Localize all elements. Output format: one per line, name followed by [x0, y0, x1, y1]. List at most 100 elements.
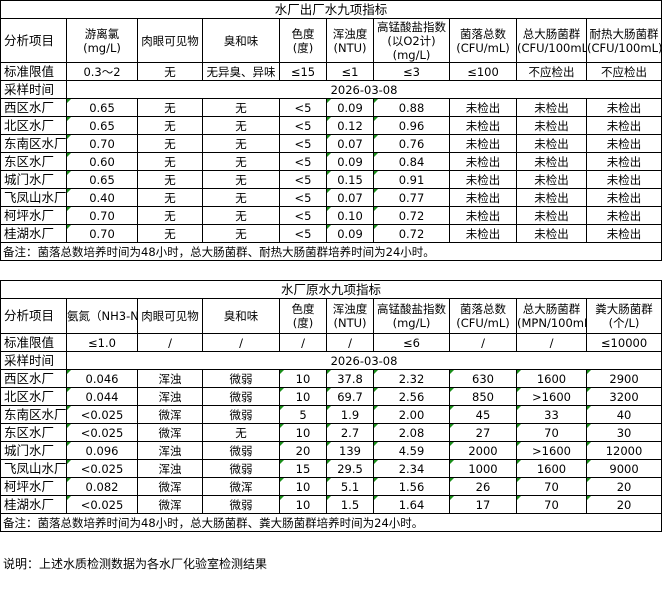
data-cell: 29.5: [326, 459, 374, 478]
column-header: 肉眼可见物: [137, 298, 203, 334]
data-cell: 0.70: [66, 134, 138, 153]
plant-name: 东南区水厂: [0, 405, 67, 424]
plant-name: 北区水厂: [0, 387, 67, 406]
data-cell: 630: [449, 369, 517, 388]
table-title: 水厂出厂水九项指标: [0, 0, 663, 19]
data-cell: 0.07: [326, 134, 374, 153]
sample-time-label: 采样时间: [0, 351, 67, 370]
data-cell: 69.7: [326, 387, 374, 406]
data-cell: 2.08: [373, 423, 450, 442]
data-cell: 无: [137, 170, 203, 189]
standard-cell: /: [449, 333, 517, 352]
data-cell: 0.96: [373, 116, 450, 135]
data-cell: 微浑: [137, 495, 203, 514]
data-cell: 无: [202, 206, 280, 225]
data-cell: >1600: [516, 441, 587, 460]
data-cell: <5: [279, 98, 327, 117]
data-cell: 未检出: [516, 170, 587, 189]
data-cell: 0.09: [326, 152, 374, 171]
data-cell: 20: [279, 441, 327, 460]
data-cell: 浑浊: [137, 387, 203, 406]
data-cell: 10: [279, 495, 327, 514]
standard-cell: ≤3: [373, 62, 450, 81]
data-cell: >1600: [516, 387, 587, 406]
standard-cell: 无异臭、异味: [202, 62, 280, 81]
standard-cell: /: [326, 333, 374, 352]
column-header: 色度 (度): [279, 18, 327, 63]
data-cell: <0.025: [66, 423, 138, 442]
column-header: 色度 (度): [279, 298, 327, 334]
data-cell: 0.65: [66, 170, 138, 189]
column-header: 浑浊度 (NTU): [326, 18, 374, 63]
data-cell: 4.59: [373, 441, 450, 460]
data-cell: 未检出: [516, 224, 587, 243]
data-cell: 15: [279, 459, 327, 478]
sample-date: 2026-03-08: [65, 351, 663, 370]
data-cell: 未检出: [516, 98, 587, 117]
sample-time-label: 采样时间: [0, 80, 67, 99]
data-cell: 0.15: [326, 170, 374, 189]
data-cell: 70: [516, 495, 587, 514]
sample-date: 2026-03-08: [65, 80, 663, 99]
data-cell: 33: [516, 405, 587, 424]
data-cell: 850: [449, 387, 517, 406]
data-cell: 27: [449, 423, 517, 442]
data-cell: 0.65: [66, 116, 138, 135]
data-cell: 无: [202, 152, 280, 171]
data-cell: 微弱: [202, 369, 280, 388]
data-cell: 无: [202, 116, 280, 135]
column-header: 菌落总数 (CFU/mL): [449, 18, 517, 63]
column-header: 分析项目: [0, 298, 67, 334]
data-cell: 0.65: [66, 98, 138, 117]
plant-name: 柯坪水厂: [0, 206, 67, 225]
data-cell: 未检出: [449, 206, 517, 225]
data-cell: <5: [279, 188, 327, 207]
table-row: 飞凤山水厂 0.40 无无 <5 0.07 0.77 未检出 未检出 未检出: [0, 188, 663, 207]
data-cell: 70: [516, 477, 587, 496]
data-cell: 无: [202, 224, 280, 243]
data-cell: 0.096: [66, 441, 138, 460]
plant-name: 飞凤山水厂: [0, 188, 67, 207]
plant-name: 东区水厂: [0, 152, 67, 171]
data-cell: 2.34: [373, 459, 450, 478]
data-cell: 未检出: [585, 206, 663, 225]
data-cell: 未检出: [585, 116, 663, 135]
data-cell: 未检出: [585, 224, 663, 243]
standard-cell: ≤1.0: [66, 333, 138, 352]
data-cell: 无: [137, 116, 203, 135]
data-cell: 2000: [449, 441, 517, 460]
data-cell: 未检出: [516, 152, 587, 171]
data-cell: 2.7: [326, 423, 374, 442]
data-cell: 无: [202, 98, 280, 117]
data-cell: 微浑: [202, 477, 280, 496]
data-cell: 0.07: [326, 188, 374, 207]
data-cell: 1.56: [373, 477, 450, 496]
data-cell: 未检出: [449, 152, 517, 171]
data-cell: 9000: [585, 459, 663, 478]
table-row: 东区水厂 0.60 无无 <5 0.09 0.84 未检出 未检出 未检出: [0, 152, 663, 171]
data-cell: 微弱: [202, 387, 280, 406]
data-cell: 无: [137, 98, 203, 117]
treated-water-table: 水厂出厂水九项指标 分析项目 游离氯 (mg/L) 肉眼可见物 臭和味 色度 (度) 浑浊度 (N…: [0, 0, 663, 261]
data-cell: 139: [326, 441, 374, 460]
plant-name: 东区水厂: [0, 423, 67, 442]
data-cell: 12000: [585, 441, 663, 460]
data-cell: 未检出: [585, 152, 663, 171]
data-cell: 微浑: [137, 423, 203, 442]
data-cell: 未检出: [449, 224, 517, 243]
data-cell: 0.10: [326, 206, 374, 225]
data-cell: 0.88: [373, 98, 450, 117]
plant-name: 桂湖水厂: [0, 224, 67, 243]
data-cell: 1600: [516, 459, 587, 478]
standard-cell: ≤15: [279, 62, 327, 81]
table-note: 备注：菌落总数培养时间为48小时，总大肠菌群、粪大肠菌群培养时间为24小时。: [0, 513, 663, 532]
column-header: 氨氮（NH3-N）（mg/L）: [66, 298, 138, 334]
data-cell: 无: [202, 134, 280, 153]
data-cell: 0.12: [326, 116, 374, 135]
explanation-text: 说明：上述水质检测数据为各水厂化验室检测结果: [3, 557, 268, 571]
data-cell: 0.76: [373, 134, 450, 153]
standard-cell: 不应检出: [516, 62, 587, 81]
data-cell: 37.8: [326, 369, 374, 388]
data-cell: 微弱: [202, 459, 280, 478]
plant-name: 飞凤山水厂: [0, 459, 67, 478]
